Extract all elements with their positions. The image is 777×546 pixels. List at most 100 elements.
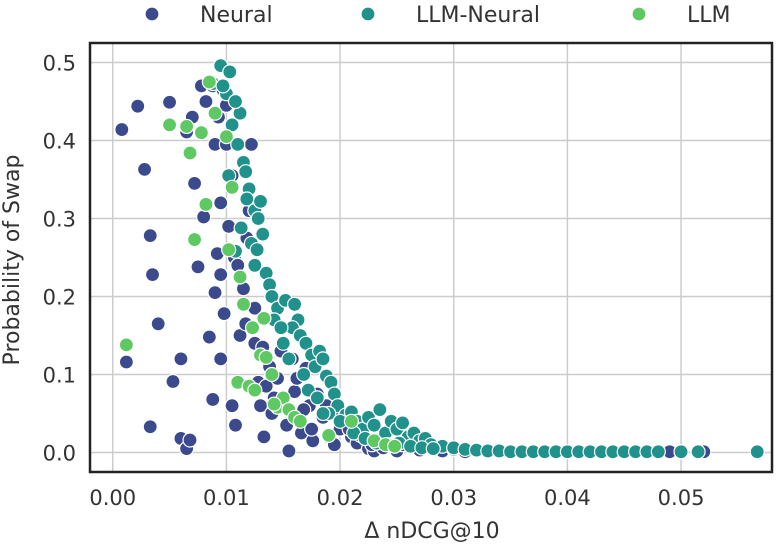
x-tick-label: 0.00 bbox=[89, 486, 136, 510]
data-point bbox=[250, 210, 266, 227]
data-point bbox=[309, 390, 325, 406]
data-point bbox=[243, 136, 260, 152]
data-point bbox=[216, 306, 232, 322]
data-point bbox=[114, 121, 130, 138]
data-point bbox=[394, 415, 411, 431]
data-point bbox=[190, 259, 206, 275]
data-point bbox=[227, 417, 244, 433]
y-tick-label: 0.3 bbox=[43, 208, 76, 232]
data-point bbox=[304, 421, 320, 437]
x-tick-labels: 0.00 0.01 0.02 0.03 0.04 0.05 bbox=[89, 486, 704, 510]
x-tick-label: 0.04 bbox=[544, 486, 591, 510]
data-point bbox=[233, 220, 249, 236]
data-point bbox=[213, 267, 229, 283]
data-point bbox=[224, 398, 240, 414]
series-llm bbox=[118, 74, 403, 454]
data-point bbox=[173, 351, 189, 367]
data-point bbox=[264, 366, 280, 383]
data-point bbox=[366, 417, 382, 433]
data-point bbox=[256, 429, 272, 445]
data-point bbox=[230, 136, 246, 152]
data-point bbox=[281, 351, 297, 367]
y-tick-label: 0.0 bbox=[43, 442, 76, 466]
data-point bbox=[315, 351, 331, 367]
data-point bbox=[343, 413, 360, 429]
data-point bbox=[218, 129, 234, 145]
legend-label: LLM bbox=[687, 3, 731, 28]
y-tick-label: 0.4 bbox=[43, 130, 76, 154]
data-point bbox=[198, 93, 214, 110]
y-tick-label: 0.1 bbox=[43, 364, 76, 388]
x-tick-label: 0.03 bbox=[430, 486, 477, 510]
data-point bbox=[205, 391, 221, 408]
legend-marker bbox=[360, 6, 376, 22]
data-point bbox=[193, 125, 209, 141]
data-point bbox=[256, 310, 272, 326]
legend-label: Neural bbox=[200, 3, 273, 28]
data-point bbox=[179, 118, 195, 135]
data-point bbox=[118, 337, 134, 353]
data-point bbox=[215, 78, 231, 94]
data-point bbox=[238, 164, 254, 180]
legend-marker bbox=[631, 6, 647, 22]
data-point bbox=[266, 396, 282, 412]
legend: Neural LLM-Neural LLM bbox=[144, 3, 731, 28]
data-point bbox=[144, 267, 161, 283]
data-point bbox=[142, 419, 158, 435]
legend-item: Neural bbox=[144, 3, 273, 28]
data-point bbox=[161, 117, 178, 133]
legend-label: LLM-Neural bbox=[416, 3, 540, 28]
plot-frame bbox=[88, 41, 774, 474]
data-point bbox=[232, 269, 248, 285]
data-point bbox=[182, 432, 198, 448]
data-point bbox=[249, 242, 265, 258]
legend-marker bbox=[144, 6, 160, 22]
data-point bbox=[292, 413, 308, 429]
data-point bbox=[650, 444, 666, 460]
data-point bbox=[201, 329, 217, 345]
data-point bbox=[198, 196, 214, 213]
data-point bbox=[255, 226, 271, 242]
y-tick-label: 0.2 bbox=[43, 286, 76, 310]
data-point bbox=[387, 438, 403, 454]
y-tick-labels: 0.0 0.1 0.2 0.3 0.4 0.5 bbox=[43, 52, 76, 466]
x-tick-label: 0.01 bbox=[203, 486, 250, 510]
grid bbox=[90, 43, 772, 472]
data-point bbox=[252, 193, 269, 209]
data-point bbox=[247, 257, 263, 273]
data-point bbox=[165, 373, 181, 390]
data-point bbox=[749, 444, 765, 460]
data-point bbox=[142, 228, 158, 244]
data-point bbox=[186, 175, 203, 191]
data-point bbox=[150, 316, 166, 332]
x-tick-label: 0.02 bbox=[317, 486, 364, 510]
data-point bbox=[425, 441, 441, 457]
x-tick-label: 0.05 bbox=[658, 486, 705, 510]
data-point bbox=[372, 402, 388, 418]
data-point bbox=[281, 443, 297, 459]
data-point bbox=[221, 218, 237, 234]
data-point bbox=[258, 349, 274, 365]
data-point bbox=[296, 366, 312, 383]
legend-item: LLM-Neural bbox=[360, 3, 540, 28]
data-point bbox=[207, 285, 223, 301]
data-point bbox=[673, 444, 689, 460]
x-axis-title: Δ nDCG@10 bbox=[364, 519, 499, 544]
data-point bbox=[235, 296, 252, 312]
series-llm-neural bbox=[205, 58, 765, 460]
data-point bbox=[273, 320, 289, 336]
data-point bbox=[690, 444, 706, 460]
data-point bbox=[287, 296, 303, 312]
data-point bbox=[222, 64, 238, 80]
data-point bbox=[213, 195, 229, 211]
data-point bbox=[321, 427, 337, 443]
data-point bbox=[182, 145, 198, 161]
y-axis-title: Probability of Swap bbox=[0, 155, 25, 366]
data-point bbox=[227, 93, 244, 110]
data-point bbox=[213, 351, 229, 367]
y-tick-label: 0.5 bbox=[43, 52, 76, 76]
data-point bbox=[221, 242, 237, 258]
points bbox=[114, 58, 765, 460]
data-point bbox=[201, 74, 217, 90]
